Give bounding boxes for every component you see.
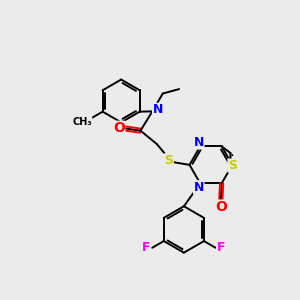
Text: S: S bbox=[228, 159, 237, 172]
Text: N: N bbox=[194, 181, 204, 194]
Text: S: S bbox=[164, 154, 173, 167]
Text: O: O bbox=[215, 200, 227, 214]
Text: CH₃: CH₃ bbox=[72, 117, 92, 127]
Text: F: F bbox=[217, 241, 225, 254]
Text: F: F bbox=[141, 241, 150, 254]
Text: O: O bbox=[113, 121, 125, 135]
Text: N: N bbox=[194, 136, 204, 149]
Text: N: N bbox=[152, 103, 163, 116]
